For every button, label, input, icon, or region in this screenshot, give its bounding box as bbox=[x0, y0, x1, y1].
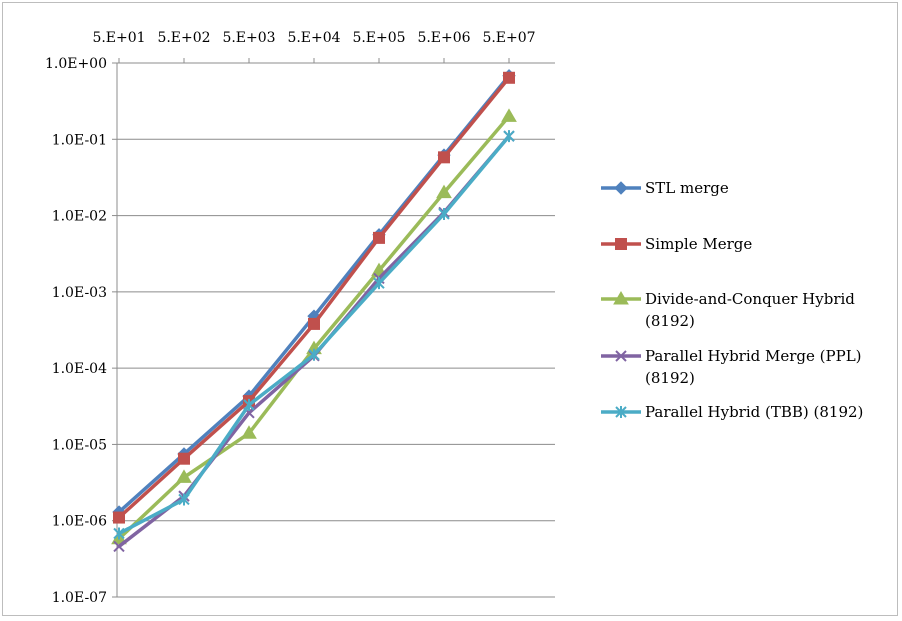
legend-label: (8192) bbox=[645, 369, 695, 387]
x-tick-label: 5.E+02 bbox=[157, 30, 210, 46]
data-point bbox=[373, 277, 385, 290]
data-point bbox=[113, 540, 125, 553]
line-chart: 1.0E-07 1.0E-06 1.0E-05 1.0E-04 1.0E-03 1.0E-… bbox=[45, 30, 863, 606]
legend-marker bbox=[615, 406, 627, 418]
data-point bbox=[113, 511, 125, 524]
series-0 bbox=[112, 69, 516, 519]
legend-label: Divide-and-Conquer Hybrid bbox=[645, 290, 855, 308]
data-point bbox=[241, 425, 257, 439]
x-tick-label: 5.E+01 bbox=[92, 30, 145, 46]
series-line bbox=[117, 74, 511, 514]
data-point bbox=[438, 151, 450, 164]
legend-marker bbox=[613, 291, 629, 305]
data-point bbox=[308, 317, 320, 330]
data-point bbox=[438, 207, 450, 220]
y-tick-label: 1.0E-05 bbox=[52, 437, 107, 453]
data-point bbox=[503, 71, 515, 84]
legend-entry: Parallel Hybrid (TBB) (8192) bbox=[601, 403, 863, 421]
data-point bbox=[113, 527, 125, 540]
x-tick-label: 5.E+07 bbox=[482, 30, 535, 46]
legend-label: STL merge bbox=[645, 179, 729, 197]
data-point bbox=[178, 452, 190, 465]
x-tick-label: 5.E+03 bbox=[222, 30, 275, 46]
y-tick-label: 1.0E-04 bbox=[52, 361, 107, 377]
x-tick-label: 5.E+05 bbox=[352, 30, 405, 46]
y-tick-label: 1.0E-07 bbox=[52, 590, 107, 606]
gridlines bbox=[117, 62, 555, 598]
y-tick-label: 1.0E-03 bbox=[52, 285, 107, 301]
data-point bbox=[501, 108, 517, 122]
x-tick-label: 5.E+06 bbox=[417, 30, 470, 46]
tick-labels: 1.0E-07 1.0E-06 1.0E-05 1.0E-04 1.0E-03 1.0E-… bbox=[45, 30, 536, 606]
series-line bbox=[117, 76, 511, 519]
data-point bbox=[436, 184, 452, 199]
legend-entry: Parallel Hybrid Merge (PPL) (8192) bbox=[601, 347, 862, 387]
legend-label: (8192) bbox=[645, 312, 695, 330]
series-line bbox=[118, 135, 511, 536]
data-point bbox=[308, 348, 320, 361]
legend-marker bbox=[615, 238, 627, 250]
legend: STL merge Simple Merge Divide-and-Conquer … bbox=[601, 179, 863, 421]
legend-label: Simple Merge bbox=[645, 235, 752, 253]
series-2 bbox=[111, 108, 517, 545]
legend-marker bbox=[615, 350, 627, 362]
data-point bbox=[503, 130, 515, 143]
series-layer bbox=[111, 69, 517, 553]
data-point bbox=[176, 469, 192, 483]
y-tick-label: 1.0E+00 bbox=[45, 56, 107, 72]
legend-entry: Divide-and-Conquer Hybrid (8192) bbox=[601, 290, 855, 330]
series-4 bbox=[113, 130, 515, 540]
x-tick-label: 5.E+04 bbox=[287, 30, 340, 46]
data-point bbox=[178, 493, 190, 506]
legend-label: Parallel Hybrid (TBB) (8192) bbox=[645, 403, 863, 421]
y-tick-label: 1.0E-02 bbox=[52, 209, 107, 225]
data-point bbox=[373, 231, 385, 244]
legend-marker bbox=[614, 181, 628, 195]
legend-entry: Simple Merge bbox=[601, 235, 752, 253]
y-tick-label: 1.0E-06 bbox=[52, 514, 107, 530]
legend-entry: STL merge bbox=[601, 179, 729, 197]
data-point bbox=[243, 398, 255, 411]
y-tick-label: 1.0E-01 bbox=[52, 132, 107, 148]
legend-label: Parallel Hybrid Merge (PPL) bbox=[645, 347, 862, 365]
